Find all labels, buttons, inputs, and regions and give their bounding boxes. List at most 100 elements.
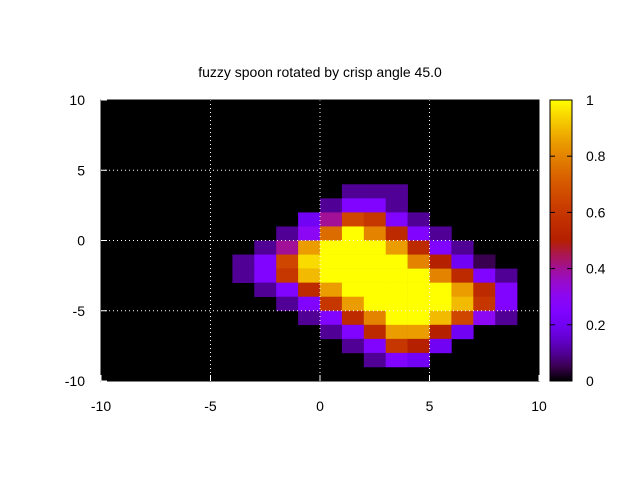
heatmap-cell	[385, 310, 408, 326]
heatmap-cell	[341, 212, 365, 227]
heatmap-cell	[363, 352, 386, 368]
heatmap-cell	[320, 296, 343, 312]
x-tick-label: 5	[426, 398, 434, 414]
heatmap-cell	[385, 282, 408, 297]
heatmap-cell	[429, 254, 452, 269]
heatmap-cell	[363, 184, 386, 199]
heatmap-cell	[276, 282, 299, 297]
x-tick-label: -10	[91, 398, 111, 414]
heatmap-cell	[407, 268, 430, 283]
heatmap-cell	[451, 310, 474, 326]
y-axis-ticks: -10 -5 0 5 10	[65, 92, 107, 389]
heatmap-cell	[385, 226, 408, 241]
heatmap-cell	[232, 268, 255, 283]
heatmap-cell	[298, 226, 321, 241]
heatmap-cell	[473, 254, 496, 269]
heatmap-cell	[341, 226, 365, 241]
heatmap-cell	[254, 254, 277, 269]
heatmap-cell	[429, 338, 452, 354]
x-tick-label: -5	[204, 398, 217, 414]
heatmap-cell	[495, 282, 518, 297]
heatmap-cell	[385, 240, 408, 255]
heatmap-cell	[385, 254, 408, 269]
colorbar-tick-label: 1	[586, 92, 594, 108]
heatmap-cell	[385, 198, 408, 213]
heatmap-cell	[363, 226, 386, 241]
heatmap-cell	[385, 212, 408, 227]
heatmap-cell	[341, 254, 365, 269]
heatmap-cell	[320, 268, 343, 283]
heatmap-cell	[341, 338, 365, 354]
heatmap-cell	[429, 268, 452, 283]
heatmap-cell	[341, 240, 365, 255]
heatmap-cell	[320, 282, 343, 297]
heatmap-cell	[451, 282, 474, 297]
heatmap-cell	[495, 310, 518, 326]
colorbar-tick-label: 0.2	[586, 317, 606, 333]
heatmap-cell	[276, 268, 299, 283]
heatmap-cell	[451, 324, 474, 340]
heatmap-cell	[298, 212, 321, 227]
heatmap-cell	[341, 324, 365, 340]
heatmap-cell	[385, 268, 408, 283]
heatmap-cell	[451, 296, 474, 312]
heatmap-cell	[254, 282, 277, 297]
plot-area	[100, 99, 540, 382]
heatmap-cell	[232, 254, 255, 269]
heatmap-cell	[341, 184, 365, 199]
heatmap-cell	[385, 324, 408, 340]
heatmap-cell	[495, 296, 518, 312]
y-tick-label: 0	[77, 233, 85, 249]
heatmap-cell	[473, 296, 496, 312]
heatmap-cell	[320, 212, 343, 227]
heatmap-cell	[363, 324, 386, 340]
heatmap-cell	[473, 268, 496, 283]
colorbar-gradient	[550, 100, 572, 381]
heatmap-cell	[473, 310, 496, 326]
heatmap-cell	[276, 254, 299, 269]
heatmap-cell	[407, 254, 430, 269]
heatmap-cell	[298, 268, 321, 283]
heatmap-cell	[276, 240, 299, 255]
heatmap-cell	[407, 226, 430, 241]
heatmap-cell	[363, 310, 386, 326]
colorbar: 0 0.2 0.4 0.6 0.8 1	[549, 92, 606, 389]
heatmap-cell	[407, 352, 430, 368]
colorbar-tick-label: 0	[586, 373, 594, 389]
heatmap-cell	[429, 310, 452, 326]
heatmap-cell	[341, 198, 365, 213]
x-tick-label: 10	[531, 398, 547, 414]
chart-title: fuzzy spoon rotated by crisp angle 45.0	[198, 64, 442, 80]
heatmap-cell	[298, 310, 321, 326]
y-tick-label: 5	[77, 162, 85, 178]
heatmap-cell	[407, 282, 430, 297]
heatmap-cell	[429, 296, 452, 312]
heatmap-cell	[341, 310, 365, 326]
heatmap-cell	[495, 268, 518, 283]
heatmap-cell	[320, 324, 343, 340]
heatmap-cell	[298, 240, 321, 255]
y-tick-label: -5	[73, 303, 86, 319]
heatmap-cell	[298, 254, 321, 269]
heatmap-cell	[407, 240, 430, 255]
heatmap-cell	[385, 184, 408, 199]
heatmap-cell	[385, 338, 408, 354]
heatmap-cell	[320, 254, 343, 269]
heatmap-cell	[320, 240, 343, 255]
heatmap-cell	[473, 282, 496, 297]
heatmap-cell	[451, 268, 474, 283]
heatmap-cell	[276, 296, 299, 312]
heatmap-cell	[429, 240, 452, 255]
heatmap-cell	[363, 212, 386, 227]
heatmap-cell	[341, 268, 365, 283]
heatmap-cell	[407, 338, 430, 354]
heatmap-cell	[363, 296, 386, 312]
heatmap-cell	[298, 282, 321, 297]
heatmap-cell	[363, 268, 386, 283]
heatmap-cell	[363, 254, 386, 269]
heatmap-cell	[341, 282, 365, 297]
heatmap-cell	[276, 226, 299, 241]
heatmap-cell	[298, 296, 321, 312]
heatmap-cell	[363, 240, 386, 255]
